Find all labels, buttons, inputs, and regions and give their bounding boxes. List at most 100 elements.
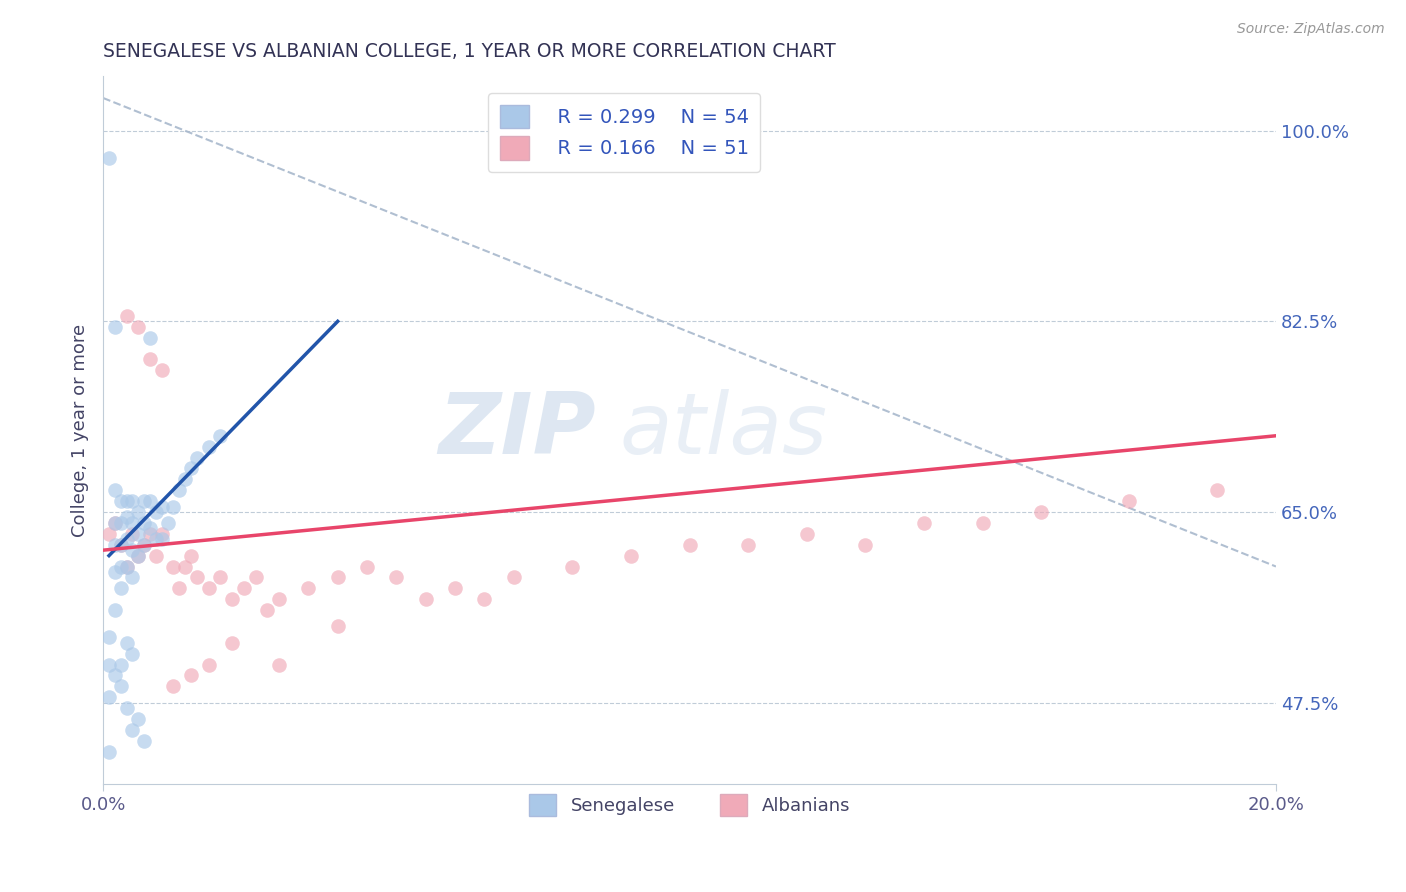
Point — [104, 319, 127, 334]
Point — [98, 690, 121, 705]
Point — [110, 582, 132, 596]
Point — [232, 582, 254, 596]
Point — [98, 631, 121, 645]
Point — [444, 582, 467, 596]
Legend: Senegalese, Albanians: Senegalese, Albanians — [520, 785, 859, 825]
Point — [209, 429, 232, 443]
Point — [502, 570, 524, 584]
Point — [162, 559, 184, 574]
Point — [180, 461, 202, 475]
Point — [180, 549, 202, 563]
Point — [267, 592, 290, 607]
Point — [104, 668, 127, 682]
Point — [127, 712, 149, 726]
Point — [121, 543, 143, 558]
Point — [98, 745, 121, 759]
Point — [134, 538, 156, 552]
Point — [796, 526, 818, 541]
Point — [197, 657, 219, 672]
Point — [145, 505, 167, 519]
Point — [127, 549, 149, 563]
Point — [121, 516, 143, 530]
Point — [121, 526, 143, 541]
Point — [297, 582, 319, 596]
Point — [245, 570, 267, 584]
Point — [221, 636, 243, 650]
Point — [561, 559, 583, 574]
Point — [139, 521, 162, 535]
Point — [115, 559, 138, 574]
Point — [139, 331, 162, 345]
Point — [115, 636, 138, 650]
Point — [139, 352, 162, 367]
Point — [1118, 494, 1140, 508]
Point — [326, 619, 349, 633]
Point — [855, 538, 877, 552]
Point — [221, 592, 243, 607]
Point — [110, 559, 132, 574]
Point — [174, 559, 197, 574]
Point — [1031, 505, 1053, 519]
Point — [115, 510, 138, 524]
Point — [98, 657, 121, 672]
Y-axis label: College, 1 year or more: College, 1 year or more — [72, 324, 89, 537]
Point — [197, 440, 219, 454]
Point — [356, 559, 378, 574]
Point — [145, 533, 167, 547]
Point — [104, 516, 127, 530]
Point — [121, 570, 143, 584]
Point — [197, 582, 219, 596]
Point — [110, 538, 132, 552]
Point — [472, 592, 495, 607]
Point — [267, 657, 290, 672]
Point — [415, 592, 437, 607]
Point — [620, 549, 643, 563]
Point — [115, 533, 138, 547]
Point — [156, 516, 179, 530]
Point — [134, 516, 156, 530]
Point — [134, 494, 156, 508]
Point — [110, 679, 132, 693]
Point — [134, 538, 156, 552]
Point — [127, 549, 149, 563]
Point — [150, 526, 173, 541]
Point — [98, 526, 121, 541]
Point — [115, 701, 138, 715]
Point — [737, 538, 759, 552]
Point — [139, 494, 162, 508]
Point — [115, 309, 138, 323]
Text: Source: ZipAtlas.com: Source: ZipAtlas.com — [1237, 22, 1385, 37]
Point — [169, 483, 191, 498]
Point — [121, 494, 143, 508]
Point — [385, 570, 408, 584]
Point — [186, 450, 208, 465]
Point — [678, 538, 700, 552]
Point — [127, 319, 149, 334]
Point — [162, 679, 184, 693]
Point — [127, 526, 149, 541]
Point — [104, 538, 127, 552]
Point — [121, 647, 143, 661]
Text: ZIP: ZIP — [439, 389, 596, 472]
Point — [169, 582, 191, 596]
Point — [110, 657, 132, 672]
Point — [110, 538, 132, 552]
Point — [209, 570, 232, 584]
Point — [121, 723, 143, 737]
Point — [115, 494, 138, 508]
Point — [127, 505, 149, 519]
Text: atlas: atlas — [619, 389, 827, 472]
Point — [104, 603, 127, 617]
Point — [326, 570, 349, 584]
Point — [110, 494, 132, 508]
Point — [134, 734, 156, 748]
Point — [174, 472, 197, 486]
Point — [150, 363, 173, 377]
Point — [104, 565, 127, 579]
Point — [150, 500, 173, 514]
Point — [1206, 483, 1229, 498]
Point — [145, 549, 167, 563]
Point — [139, 526, 162, 541]
Point — [150, 533, 173, 547]
Point — [104, 516, 127, 530]
